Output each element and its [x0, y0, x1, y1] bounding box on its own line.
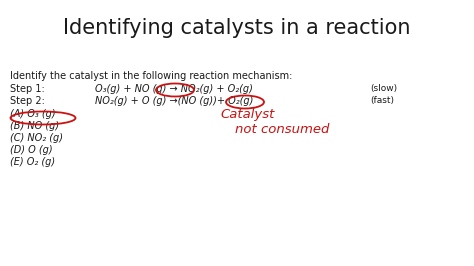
- Text: (D) O (g): (D) O (g): [10, 145, 53, 155]
- Text: Identify the catalyst in the following reaction mechanism:: Identify the catalyst in the following r…: [10, 71, 292, 81]
- Text: (A) O₃ (g): (A) O₃ (g): [10, 109, 55, 119]
- Text: O₃(g) + NO (g) → NO₂(g) + O₂(g): O₃(g) + NO (g) → NO₂(g) + O₂(g): [95, 84, 253, 94]
- Text: (E) O₂ (g): (E) O₂ (g): [10, 157, 55, 167]
- Text: Identifying catalysts in a reaction: Identifying catalysts in a reaction: [63, 18, 411, 38]
- Text: not consumed: not consumed: [235, 123, 329, 136]
- Text: (slow): (slow): [370, 84, 397, 93]
- Text: (B) NO (g): (B) NO (g): [10, 121, 59, 131]
- Text: (fast): (fast): [370, 96, 394, 105]
- Text: Step 2:: Step 2:: [10, 96, 45, 106]
- Text: Step 1:: Step 1:: [10, 84, 45, 94]
- Text: (C) NO₂ (g): (C) NO₂ (g): [10, 133, 63, 143]
- Text: NO₂(g) + O (g) →(NO (g))+ O₂(g): NO₂(g) + O (g) →(NO (g))+ O₂(g): [95, 96, 254, 106]
- Text: Catalyst: Catalyst: [220, 108, 274, 121]
